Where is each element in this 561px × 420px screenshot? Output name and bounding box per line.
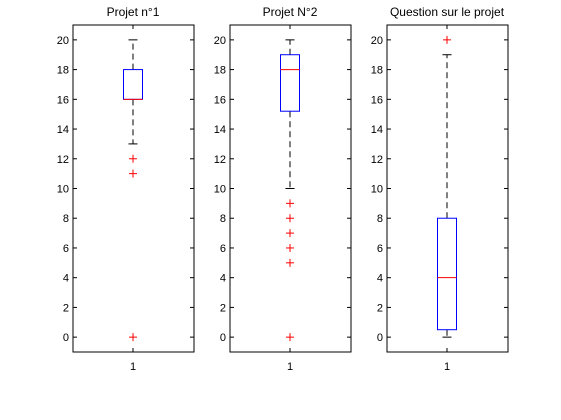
ytick-label: 18 bbox=[57, 65, 69, 77]
subplot-3-yticks: 0 2 4 6 8 10 12 14 16 18 20 bbox=[371, 25, 508, 352]
ytick-label: 12 bbox=[371, 154, 383, 166]
subplot-1: Projet n°1 0 2 4 6 8 10 12 14 16 18 20 1 bbox=[57, 5, 195, 373]
ytick-label: 8 bbox=[220, 213, 226, 225]
ytick-label: 20 bbox=[214, 35, 226, 47]
subplot-1-title: Projet n°1 bbox=[107, 5, 160, 19]
ytick-label: 4 bbox=[63, 273, 69, 285]
ytick-label: 10 bbox=[214, 184, 226, 196]
subplot-2-marks bbox=[280, 39, 300, 342]
ytick-label: 10 bbox=[371, 184, 383, 196]
ytick-label: 18 bbox=[214, 65, 226, 77]
subplot-2-title: Projet N°2 bbox=[263, 5, 318, 19]
ytick-label: 12 bbox=[214, 154, 226, 166]
subplot-3-xtick-label: 1 bbox=[444, 361, 450, 373]
ytick-label: 10 bbox=[57, 184, 69, 196]
ytick-label: 6 bbox=[63, 243, 69, 255]
ytick-label: 2 bbox=[220, 302, 226, 314]
subplot-3-marks bbox=[437, 35, 457, 338]
outlier-marker bbox=[286, 214, 294, 223]
ytick-label: 8 bbox=[377, 213, 383, 225]
iqr-box bbox=[280, 54, 300, 112]
ytick-label: 6 bbox=[220, 243, 226, 255]
ytick-label: 14 bbox=[57, 124, 69, 136]
outlier-marker bbox=[129, 154, 137, 163]
ytick-label: 14 bbox=[214, 124, 226, 136]
outlier-marker bbox=[129, 333, 137, 342]
subplot-1-yticks: 0 2 4 6 8 10 12 14 16 18 20 bbox=[57, 25, 194, 352]
subplot-1-axes-box bbox=[72, 24, 195, 353]
ytick-label: 0 bbox=[63, 332, 69, 344]
ytick-label: 6 bbox=[377, 243, 383, 255]
ytick-label: 16 bbox=[57, 94, 69, 106]
subplot-1-xtick-label: 1 bbox=[130, 361, 136, 373]
ytick-label: 0 bbox=[377, 332, 383, 344]
ytick-label: 20 bbox=[371, 35, 383, 47]
ytick-label: 8 bbox=[63, 213, 69, 225]
outlier-marker bbox=[129, 169, 137, 178]
ytick-label: 4 bbox=[377, 273, 383, 285]
outlier-marker bbox=[286, 333, 294, 342]
ytick-label: 12 bbox=[57, 154, 69, 166]
outlier-marker bbox=[286, 199, 294, 208]
subplot-3-axes-box bbox=[386, 24, 509, 353]
iqr-box bbox=[437, 217, 457, 331]
subplot-1-marks bbox=[123, 39, 143, 342]
ytick-label: 18 bbox=[371, 65, 383, 77]
subplot-3: Question sur le projet 0 2 4 6 8 10 12 14 16 18 20… bbox=[371, 5, 509, 373]
outlier-marker bbox=[443, 35, 451, 44]
ytick-label: 20 bbox=[57, 35, 69, 47]
subplot-3-title: Question sur le projet bbox=[390, 5, 505, 19]
subplot-2-xtick-label: 1 bbox=[287, 361, 293, 373]
ytick-label: 16 bbox=[371, 94, 383, 106]
outlier-marker bbox=[286, 258, 294, 267]
ytick-label: 2 bbox=[377, 302, 383, 314]
outlier-marker bbox=[286, 229, 294, 238]
ytick-label: 2 bbox=[63, 302, 69, 314]
ytick-label: 16 bbox=[214, 94, 226, 106]
ytick-label: 0 bbox=[220, 332, 226, 344]
ytick-label: 14 bbox=[371, 124, 383, 136]
subplot-2: Projet N°2 0 2 4 6 8 10 12 14 16 18 20 1 bbox=[214, 5, 352, 373]
outlier-marker bbox=[286, 243, 294, 252]
subplot-2-yticks: 0 2 4 6 8 10 12 14 16 18 20 bbox=[214, 25, 351, 352]
ytick-label: 4 bbox=[220, 273, 226, 285]
